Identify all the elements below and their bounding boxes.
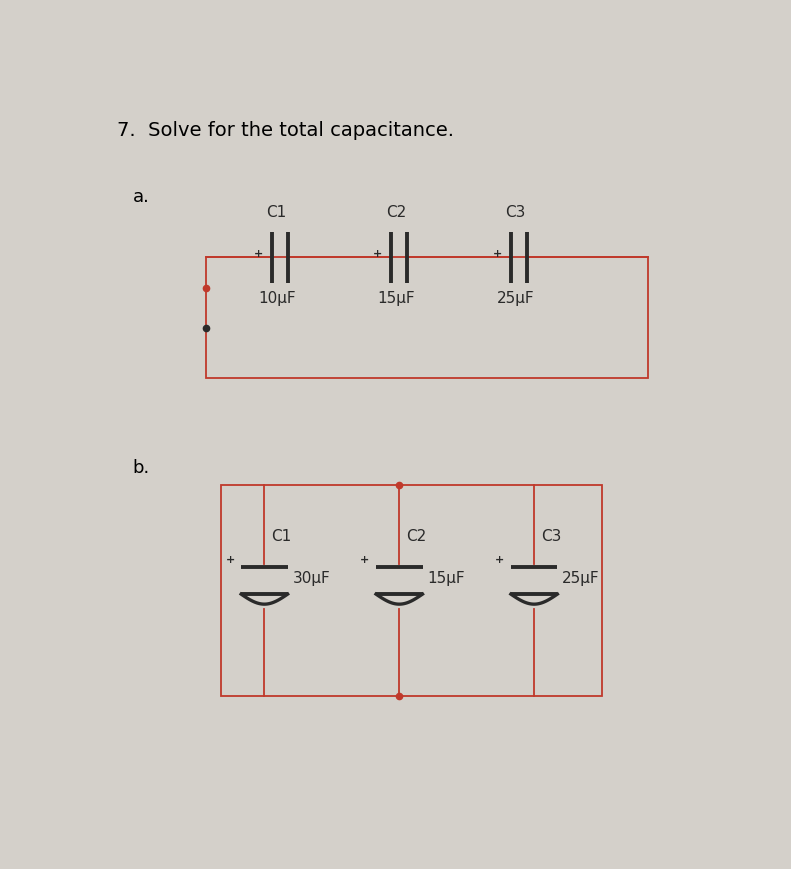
Text: +: + (495, 554, 505, 565)
Text: C2: C2 (386, 205, 407, 220)
Text: b.: b. (133, 459, 149, 477)
Text: +: + (361, 554, 369, 565)
Text: 15μF: 15μF (427, 570, 465, 585)
Text: C2: C2 (407, 528, 426, 543)
Text: 30μF: 30μF (293, 570, 331, 585)
Bar (221, 486, 601, 696)
Text: C3: C3 (541, 528, 562, 543)
Text: 25μF: 25μF (562, 570, 600, 585)
Text: +: + (225, 554, 235, 565)
Text: 15μF: 15μF (377, 291, 415, 306)
Text: +: + (254, 249, 263, 259)
Text: 25μF: 25μF (497, 291, 535, 306)
Text: a.: a. (133, 188, 149, 206)
Bar (206, 258, 648, 379)
Text: +: + (493, 249, 502, 259)
Text: 7.  Solve for the total capacitance.: 7. Solve for the total capacitance. (117, 121, 454, 140)
Text: C3: C3 (505, 205, 526, 220)
Text: C1: C1 (267, 205, 287, 220)
Text: C1: C1 (271, 528, 292, 543)
Text: +: + (373, 249, 382, 259)
Text: 10μF: 10μF (258, 291, 296, 306)
